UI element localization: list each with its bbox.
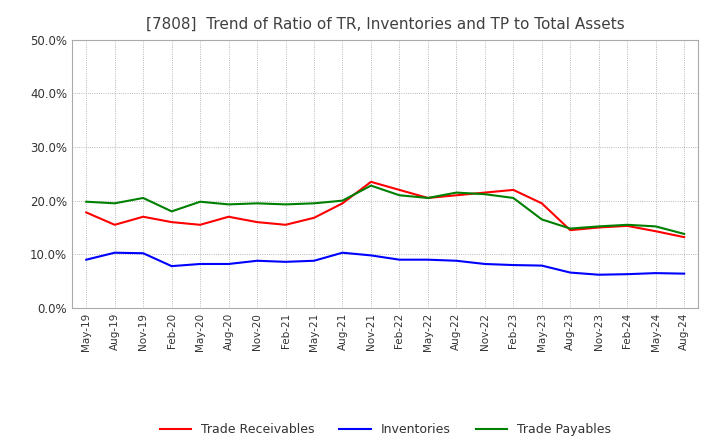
Inventories <box>253 258 261 264</box>
Inventories <box>652 271 660 276</box>
Inventories <box>452 258 461 264</box>
Trade Payables <box>110 201 119 206</box>
Trade Payables <box>537 217 546 222</box>
Inventories <box>566 270 575 275</box>
Line: Trade Receivables: Trade Receivables <box>86 182 684 237</box>
Trade Payables <box>139 195 148 201</box>
Legend: Trade Receivables, Inventories, Trade Payables: Trade Receivables, Inventories, Trade Pa… <box>155 418 616 440</box>
Trade Receivables <box>423 195 432 201</box>
Inventories <box>623 271 631 277</box>
Trade Payables <box>395 193 404 198</box>
Trade Payables <box>595 224 603 229</box>
Trade Receivables <box>566 227 575 233</box>
Trade Receivables <box>338 201 347 206</box>
Trade Receivables <box>480 190 489 195</box>
Trade Receivables <box>167 220 176 225</box>
Trade Receivables <box>623 223 631 228</box>
Inventories <box>537 263 546 268</box>
Trade Receivables <box>282 222 290 227</box>
Trade Receivables <box>452 193 461 198</box>
Trade Receivables <box>110 222 119 227</box>
Inventories <box>338 250 347 255</box>
Trade Receivables <box>680 235 688 240</box>
Inventories <box>366 253 375 258</box>
Trade Payables <box>167 209 176 214</box>
Inventories <box>395 257 404 262</box>
Trade Payables <box>82 199 91 204</box>
Trade Receivables <box>253 220 261 225</box>
Trade Payables <box>652 224 660 229</box>
Inventories <box>423 257 432 262</box>
Trade Receivables <box>366 179 375 184</box>
Inventories <box>480 261 489 267</box>
Trade Receivables <box>82 210 91 215</box>
Inventories <box>167 264 176 269</box>
Trade Payables <box>225 202 233 207</box>
Trade Receivables <box>652 229 660 234</box>
Inventories <box>82 257 91 262</box>
Trade Receivables <box>196 222 204 227</box>
Inventories <box>225 261 233 267</box>
Inventories <box>310 258 318 264</box>
Trade Receivables <box>595 225 603 230</box>
Trade Payables <box>680 231 688 237</box>
Trade Payables <box>366 183 375 188</box>
Trade Payables <box>509 195 518 201</box>
Trade Receivables <box>310 215 318 220</box>
Trade Payables <box>452 190 461 195</box>
Trade Payables <box>282 202 290 207</box>
Trade Payables <box>566 226 575 231</box>
Inventories <box>680 271 688 276</box>
Trade Receivables <box>509 187 518 193</box>
Line: Trade Payables: Trade Payables <box>86 186 684 234</box>
Inventories <box>139 251 148 256</box>
Trade Payables <box>310 201 318 206</box>
Trade Receivables <box>225 214 233 220</box>
Trade Payables <box>423 195 432 201</box>
Trade Receivables <box>395 187 404 193</box>
Inventories <box>595 272 603 277</box>
Line: Inventories: Inventories <box>86 253 684 275</box>
Inventories <box>282 259 290 264</box>
Trade Payables <box>623 222 631 227</box>
Trade Payables <box>338 198 347 203</box>
Inventories <box>509 262 518 268</box>
Title: [7808]  Trend of Ratio of TR, Inventories and TP to Total Assets: [7808] Trend of Ratio of TR, Inventories… <box>146 16 624 32</box>
Inventories <box>196 261 204 267</box>
Trade Receivables <box>537 201 546 206</box>
Trade Payables <box>480 191 489 197</box>
Trade Payables <box>196 199 204 204</box>
Inventories <box>110 250 119 255</box>
Trade Payables <box>253 201 261 206</box>
Trade Receivables <box>139 214 148 220</box>
